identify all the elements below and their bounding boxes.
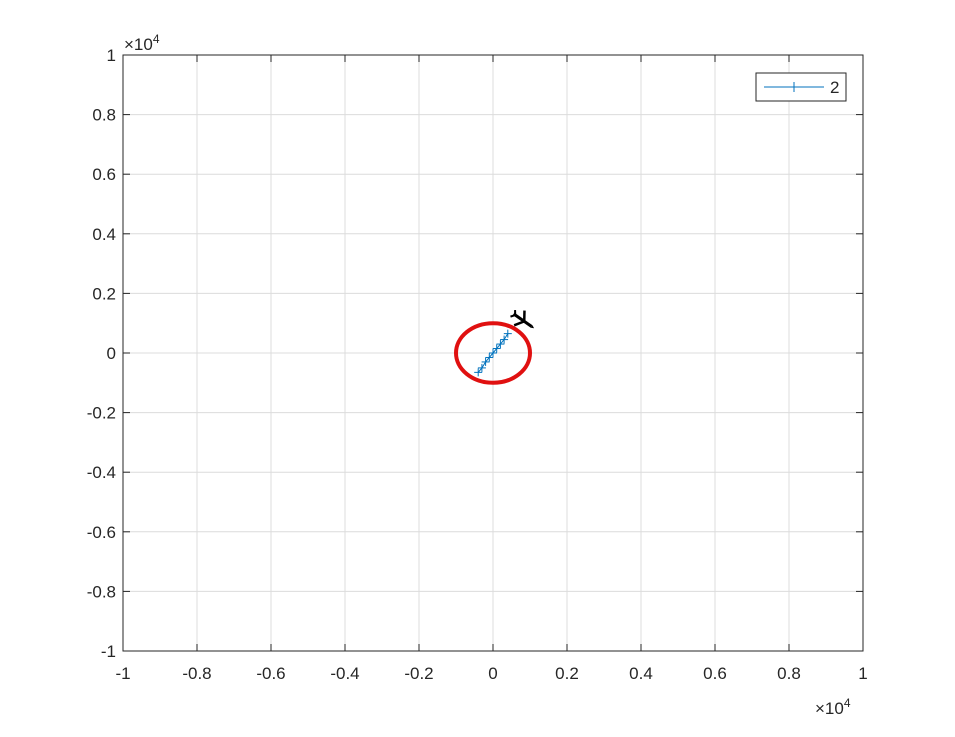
highlight-circle [454, 321, 532, 385]
y-tick-label: -1 [101, 642, 116, 661]
axis-ticks [122, 54, 864, 652]
x-tick-label: -0.2 [404, 664, 433, 683]
series-layer [474, 329, 512, 377]
x-tick-label: -0.6 [256, 664, 285, 683]
legend-entry-label: 2 [830, 78, 839, 97]
x-tick-label: -0.4 [330, 664, 359, 683]
series-point [477, 363, 486, 372]
series-point [500, 335, 509, 344]
x-exponent-label: ×104 [815, 696, 851, 718]
series-point [485, 353, 494, 362]
annotation-layer [454, 310, 535, 385]
series-point [496, 340, 505, 349]
y-tick-label: 0.8 [92, 106, 116, 125]
x-tick-label: 1 [858, 664, 867, 683]
series-point [503, 329, 512, 338]
x-tick-label: 0.8 [777, 664, 801, 683]
x-tick-label: -0.8 [182, 664, 211, 683]
y-tick-label: -0.2 [87, 404, 116, 423]
y-tick-label: -0.6 [87, 523, 116, 542]
x-tick-labels: -1 -0.8 -0.6 -0.4 -0.2 0 0.2 0.4 0.6 0.8 1 [115, 664, 867, 683]
x-tick-label: 0 [488, 664, 497, 683]
y-tick-label: 0 [107, 344, 116, 363]
y-exponent-label: ×104 [124, 32, 160, 54]
y-tick-label: 0.2 [92, 284, 116, 303]
x-tick-label: -1 [115, 664, 130, 683]
y-tick-label: 0.6 [92, 165, 116, 184]
y-tick-label: 0.4 [92, 225, 116, 244]
series-point [492, 344, 501, 353]
series-point [474, 368, 483, 377]
aircraft-icon [510, 310, 535, 329]
x-tick-label: 0.4 [629, 664, 653, 683]
x-tick-label: 0.2 [555, 664, 579, 683]
y-tick-label: -0.4 [87, 463, 116, 482]
series-point [481, 357, 490, 366]
series-point [489, 349, 497, 357]
y-tick-label: -0.8 [87, 582, 116, 601]
y-tick-labels: -1 -0.8 -0.6 -0.4 -0.2 0 0.2 0.4 0.6 0.8 1 [87, 46, 116, 661]
legend: 2 [755, 72, 847, 102]
y-tick-label: 1 [107, 46, 116, 65]
x-tick-label: 0.6 [703, 664, 727, 683]
